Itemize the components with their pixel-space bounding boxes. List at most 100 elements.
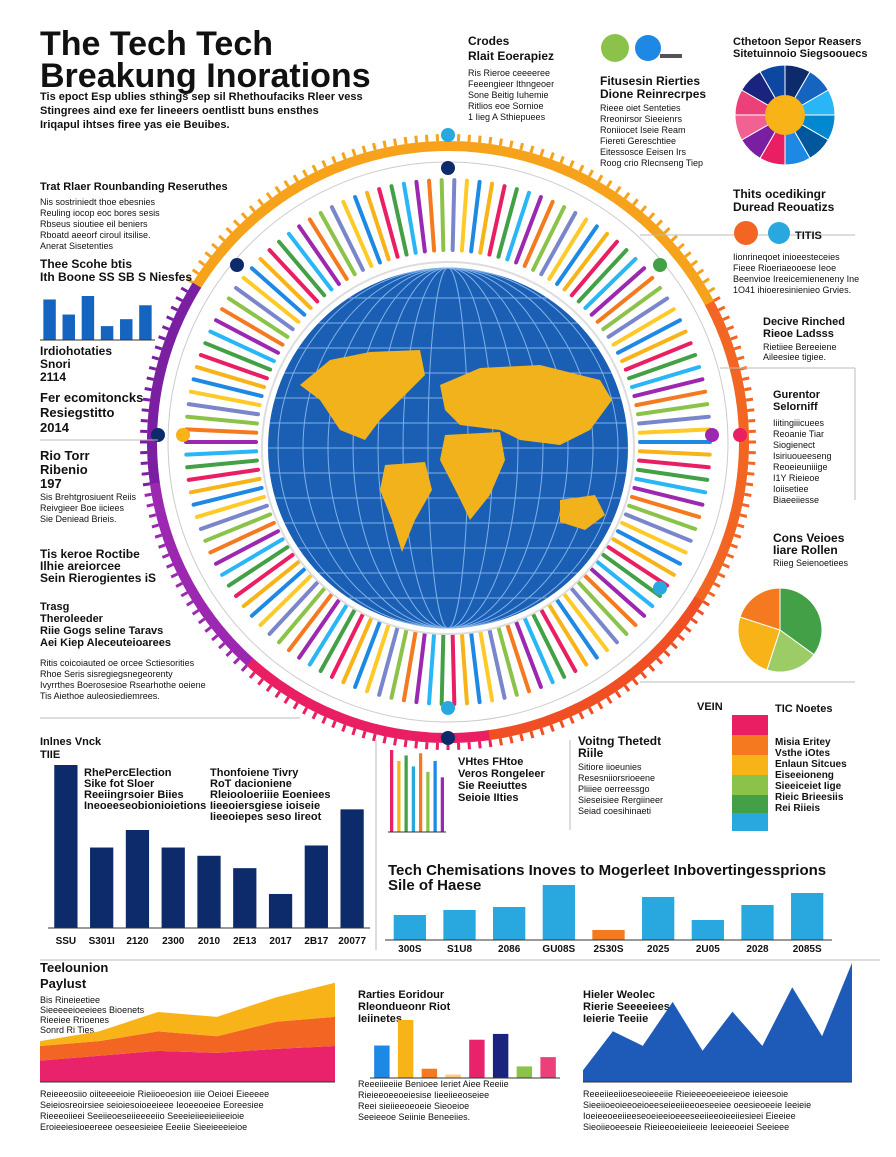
text-line: Inlnes Vnck (40, 736, 102, 748)
ring-tooth (703, 279, 709, 283)
ring-tooth (267, 686, 271, 692)
bar (126, 830, 149, 928)
ring-segment (738, 380, 740, 391)
bar (120, 319, 132, 340)
ring-tooth (500, 139, 501, 146)
ring-tooth (152, 525, 159, 527)
ring-segment (317, 708, 327, 713)
ring-tooth (373, 734, 375, 741)
ring-tooth (685, 252, 691, 256)
color-legend (732, 715, 768, 831)
ring-tooth (176, 297, 182, 300)
ring-tooth (740, 515, 747, 517)
text-line: I1Y Rieieoe (773, 473, 819, 483)
ring-node (176, 428, 190, 442)
ring-tooth (276, 692, 280, 698)
ring-segment (182, 571, 187, 581)
ring-tooth (479, 136, 480, 143)
text-line: Fieee Rioeriaeooese Ieoe (733, 263, 836, 273)
bar (269, 894, 292, 928)
bar (642, 897, 674, 940)
text-line: Bis Rineieetiee (40, 995, 100, 1005)
text-line: 2114 (40, 370, 66, 384)
ring-segment (732, 514, 735, 525)
ring-segment (249, 661, 258, 668)
ring-tooth (143, 484, 150, 485)
label: TITIS (795, 230, 822, 242)
ring-segment (458, 146, 469, 147)
ring-tooth (657, 659, 662, 664)
bar (493, 1034, 508, 1078)
bar (63, 315, 75, 340)
text-line: Reoanie Tiar (773, 429, 824, 439)
bar (398, 1020, 413, 1078)
text-line: VHtes FHtoe (458, 756, 523, 768)
ring-segment (667, 632, 674, 641)
ring-tooth (679, 635, 684, 639)
ring-segment (499, 150, 510, 152)
ring-tooth (551, 725, 553, 732)
ring-segment (718, 553, 722, 563)
ring-segment (653, 648, 661, 656)
text-line: Ribenio (40, 462, 88, 477)
ring-segment (153, 410, 154, 421)
ray (416, 633, 424, 702)
ring-tooth (145, 494, 152, 495)
ring-tooth (353, 728, 355, 735)
text-line: Rieieeoeeoeiesise Iieeiieeoseiee (358, 1090, 489, 1100)
ring-tooth (193, 270, 199, 274)
ring-tooth (633, 679, 637, 685)
ring-segment (155, 390, 157, 401)
ring-segment (587, 181, 597, 187)
ring-segment (498, 732, 509, 734)
ring-segment (154, 400, 155, 411)
ray (189, 470, 258, 480)
text-line: Hieler Weolec (583, 989, 655, 1001)
ring-tooth (147, 505, 154, 506)
text-line: Rieoe Ladsss (763, 328, 834, 340)
ring-node (733, 428, 747, 442)
ring-tooth (541, 149, 543, 156)
ray (201, 355, 267, 378)
text-line: Iionrineqoet inioeesteceies (733, 252, 840, 262)
text-line: Riieg Seienoetiees (773, 558, 849, 568)
ring-tooth (152, 357, 159, 359)
ring-segment (161, 359, 164, 370)
ray (462, 181, 467, 251)
ring-segment (154, 472, 155, 483)
ring-tooth (416, 741, 417, 748)
ray (189, 404, 258, 414)
ring-segment (427, 146, 438, 147)
ring-tooth (747, 473, 754, 474)
text-line: 1 Iieg A Sthiepuees (468, 112, 546, 122)
ring-segment (726, 341, 730, 352)
ring-tooth (599, 703, 603, 709)
ring-segment (742, 463, 743, 474)
text-line: Seioie IIties (458, 792, 519, 804)
text-line: Rbseus sioutiee eil beniers (40, 219, 148, 229)
ray (507, 625, 529, 692)
ring-tooth (181, 288, 187, 292)
ring-tooth (665, 651, 670, 656)
ring-segment (457, 737, 468, 738)
ring-tooth (323, 161, 326, 167)
ring-segment (273, 681, 282, 688)
ring-segment (365, 726, 376, 729)
ray (629, 506, 695, 529)
text-line: Anerat Sisetenties (40, 241, 114, 251)
text-line: Irdiohotaties (40, 344, 112, 358)
text-line: Sein Rierogientes iS (40, 571, 156, 585)
ring-tooth (649, 666, 654, 671)
ring-segment (675, 252, 682, 261)
ring-segment (741, 401, 742, 412)
ring-segment (385, 731, 396, 733)
ring-tooth (181, 593, 187, 597)
ring-segment (614, 197, 623, 204)
ring-tooth (171, 307, 177, 310)
ring-tooth (250, 206, 254, 211)
ring-node (441, 128, 455, 142)
ring-segment (699, 285, 705, 295)
label: TIC Noetes (775, 703, 832, 715)
ring-tooth (641, 206, 645, 211)
bar (741, 905, 773, 940)
